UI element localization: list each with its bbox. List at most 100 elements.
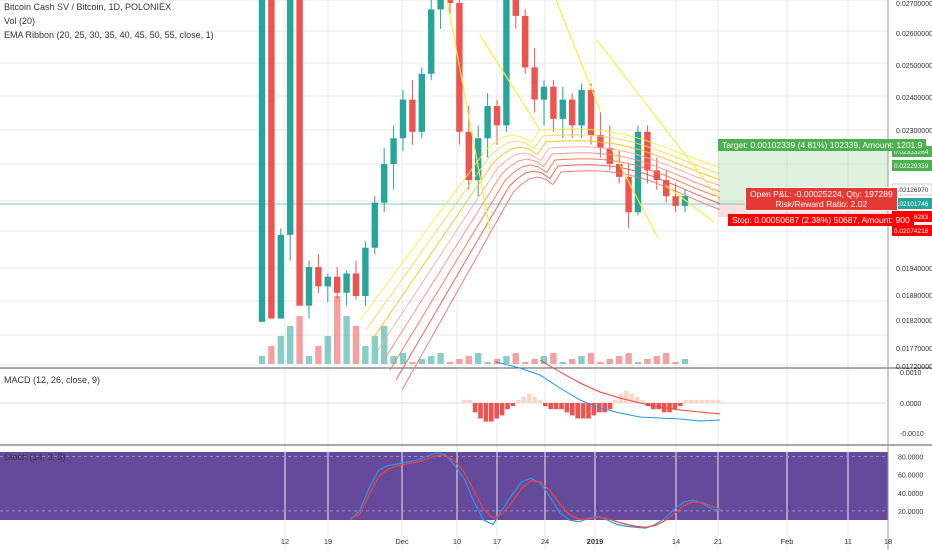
macd-hist-8: [505, 403, 510, 410]
vol-bar-12: [371, 336, 378, 364]
vol-bar-26: [503, 356, 510, 364]
macd-hist-36: [656, 403, 661, 410]
candle-body-44: [672, 196, 679, 206]
x-tick-11: 18: [884, 537, 892, 546]
macd-hist-41: [683, 399, 688, 403]
vol-bar-18: [428, 356, 435, 364]
candle-body-42: [653, 170, 660, 181]
candle-body-31: [550, 86, 557, 119]
candle-body-14: [390, 138, 397, 164]
macd-hist-23: [586, 403, 591, 419]
price-tick-0: 0.02700000: [896, 1, 932, 8]
candle-body-22: [465, 131, 472, 181]
position-stop-label[interactable]: Stop: 0.00050687 (2.38%) 50687, Amount: …: [728, 214, 914, 226]
macd-hist-20: [570, 403, 575, 416]
price-tag-bg-3: [892, 198, 932, 209]
x-tick-1: 19: [324, 537, 332, 546]
macd-hist-46: [710, 399, 715, 403]
candle-body-26: [503, 0, 510, 126]
vol-bar-45: [681, 359, 689, 364]
chart-title[interactable]: Bitcoin Cash SV / Bitcoin, 1D, POLONIEX: [4, 2, 172, 12]
vol-bar-24: [484, 362, 491, 364]
x-tick-3: 10: [453, 537, 461, 546]
macd-hist-45: [705, 399, 710, 403]
vol-bar-43: [663, 353, 670, 364]
trend-line-1: [479, 34, 541, 131]
price-tick-13: 0.01820000: [896, 318, 932, 325]
vol-bar-19: [437, 353, 444, 364]
vol-bar-5: [305, 356, 313, 364]
vol-bar-3: [287, 326, 294, 364]
macd-hist-26: [602, 403, 607, 413]
trend-line-4: [611, 149, 659, 239]
x-tick-6: 2019: [587, 537, 604, 546]
price-tag-1: 0.02229339: [894, 163, 929, 170]
macd-hist-47: [715, 399, 721, 403]
candle-body-12: [371, 202, 378, 248]
macd-hist-17: [553, 403, 559, 410]
vol-bar-27: [512, 353, 519, 364]
candle-body-37: [606, 147, 613, 164]
ema-line-3: [377, 146, 721, 351]
vol-bar-35: [587, 353, 595, 364]
ema-line-4: [383, 152, 721, 361]
price-tag-5: 0.02074218: [894, 228, 929, 235]
price-tag-bg-5: [892, 225, 932, 236]
stoch-band: [0, 452, 888, 520]
stoch-legend[interactable]: Stoch (14, 3, 3): [4, 452, 66, 462]
vol-bar-7: [324, 336, 331, 364]
vol-bar-31: [550, 353, 557, 364]
vol-bar-23: [475, 353, 482, 364]
candle-body-23: [475, 138, 482, 181]
ema-line-6: [395, 164, 721, 381]
axis-labels: 0.02700000 0.02600000 0.02500000 0.02400000…: [281, 1, 932, 546]
candle-body-16: [409, 99, 416, 132]
candle-body-13: [381, 164, 388, 203]
ema-legend[interactable]: EMA Ribbon (20, 25, 30, 35, 40, 45, 50, …: [4, 30, 214, 40]
stoch-tick-2: 40.0000: [898, 491, 923, 498]
candle-body-32: [559, 99, 566, 119]
x-tick-4: 17: [493, 537, 501, 546]
stoch-pane: [0, 452, 888, 529]
candle-body-20: [446, 0, 454, 3]
candle-body-27: [512, 0, 519, 16]
candle-body-11: [362, 247, 369, 297]
macd-legend[interactable]: MACD (12, 26, close, 9): [4, 375, 101, 385]
x-tick-2: Dec: [395, 537, 409, 546]
ema-ribbon: [359, 128, 721, 391]
candle-body-6: [315, 267, 322, 287]
macd-hist-38: [667, 403, 672, 413]
vol-bar-32: [559, 362, 566, 364]
macd-hist-19: [564, 403, 570, 413]
vol-bar-28: [522, 362, 529, 364]
macd-hist-27: [607, 403, 613, 410]
x-tick-9: Feb: [781, 537, 794, 546]
stoch-tick-1: 60.0000: [898, 473, 923, 480]
vol-bar-44: [672, 362, 679, 364]
macd-pane: [0, 359, 888, 422]
macd-hist-15: [543, 403, 548, 407]
x-tick-7: 14: [672, 537, 680, 546]
vol-bar-33: [569, 359, 576, 364]
ema-line-7: [401, 170, 721, 391]
price-tick-2: 0.02500000: [896, 63, 932, 70]
price-tick-15: 0.01720000: [896, 364, 932, 371]
vol-bar-22: [465, 356, 472, 364]
vol-bar-25: [493, 359, 501, 364]
vol-bar-29: [531, 359, 538, 364]
position-open-label[interactable]: Open P&L: -0.00025224, Qty: 197289 Risk/…: [745, 187, 898, 211]
vol-bar-37: [606, 359, 613, 364]
price-tick-12: 0.01880000: [896, 293, 932, 300]
macd-hist-39: [672, 403, 678, 410]
vol-bar-42: [653, 356, 660, 364]
volume-legend[interactable]: Vol (20): [4, 16, 36, 26]
macd-hist-24: [591, 403, 597, 416]
vol-bar-4: [296, 316, 303, 364]
macd-hist-3: [478, 403, 483, 419]
vol-bar-6: [315, 346, 322, 364]
price-tick-11: 0.01940000: [896, 266, 932, 273]
position-target-label[interactable]: Target: 0.00102339 (4.81%) 102339, Amoun…: [718, 139, 927, 151]
vol-bar-2: [277, 336, 284, 364]
vol-bar-8: [334, 296, 341, 364]
